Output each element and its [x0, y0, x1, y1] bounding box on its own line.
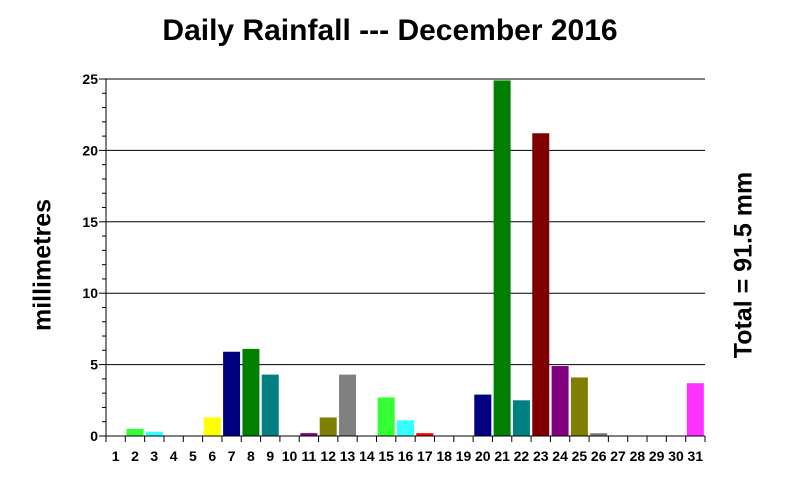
- bar-day-26: [590, 433, 608, 436]
- x-tick-label-1: 1: [112, 448, 120, 464]
- axes: [99, 78, 706, 442]
- x-tick-label-31: 31: [688, 448, 704, 464]
- bar-day-21: [493, 80, 511, 436]
- x-tick-label-3: 3: [150, 448, 158, 464]
- x-tick-label-19: 19: [456, 448, 472, 464]
- bars: [126, 80, 704, 436]
- x-tick-label-12: 12: [320, 448, 336, 464]
- bar-day-11: [300, 433, 318, 436]
- bar-day-24: [551, 366, 569, 436]
- x-tick-label-22: 22: [514, 448, 530, 464]
- x-tick-label-7: 7: [228, 448, 236, 464]
- bar-day-3: [145, 431, 163, 436]
- y-tick-label-10: 10: [82, 285, 98, 301]
- x-tick-label-28: 28: [630, 448, 646, 464]
- x-tick-label-4: 4: [170, 448, 178, 464]
- x-tick-label-13: 13: [340, 448, 356, 464]
- bar-day-22: [512, 400, 530, 436]
- bar-day-6: [203, 417, 221, 436]
- x-tick-label-30: 30: [668, 448, 684, 464]
- x-tick-label-24: 24: [552, 448, 568, 464]
- x-tick-label-10: 10: [282, 448, 298, 464]
- x-tick-label-8: 8: [247, 448, 255, 464]
- y-tick-label-15: 15: [82, 214, 98, 230]
- bar-day-12: [319, 417, 337, 436]
- x-tick-label-17: 17: [417, 448, 433, 464]
- bar-day-13: [339, 374, 357, 436]
- x-tick-label-11: 11: [301, 448, 316, 464]
- x-tick-label-2: 2: [131, 448, 139, 464]
- gridlines: [106, 78, 705, 366]
- x-tick-label-9: 9: [266, 448, 274, 464]
- bar-day-9: [261, 374, 279, 436]
- x-tick-label-26: 26: [591, 448, 607, 464]
- bar-day-15: [377, 397, 395, 436]
- bar-day-8: [242, 348, 260, 436]
- bar-day-17: [416, 433, 434, 436]
- x-tick-label-6: 6: [208, 448, 216, 464]
- bar-day-20: [474, 394, 492, 436]
- x-tick-label-15: 15: [378, 448, 394, 464]
- x-tick-label-18: 18: [436, 448, 452, 464]
- chart-title: Daily Rainfall --- December 2016: [162, 14, 618, 47]
- x-tick-label-14: 14: [359, 448, 375, 464]
- y-tick-label-20: 20: [82, 142, 98, 158]
- bar-day-31: [686, 383, 704, 436]
- bar-day-23: [532, 133, 550, 436]
- x-tick-label-21: 21: [494, 448, 510, 464]
- y-tick-label-5: 5: [90, 357, 98, 373]
- x-tick-label-23: 23: [533, 448, 549, 464]
- bar-day-25: [570, 377, 588, 436]
- y-tick-label-0: 0: [90, 428, 98, 444]
- y-tick-label-25: 25: [82, 71, 98, 87]
- x-tick-label-29: 29: [649, 448, 665, 464]
- bar-day-16: [397, 420, 414, 436]
- bar-day-7: [223, 351, 241, 436]
- x-tick-label-27: 27: [610, 448, 626, 464]
- bar-day-2: [126, 428, 144, 436]
- x-tick-label-5: 5: [189, 448, 197, 464]
- x-tick-label-16: 16: [398, 448, 414, 464]
- x-tick-label-25: 25: [572, 448, 588, 464]
- x-tick-label-20: 20: [475, 448, 491, 464]
